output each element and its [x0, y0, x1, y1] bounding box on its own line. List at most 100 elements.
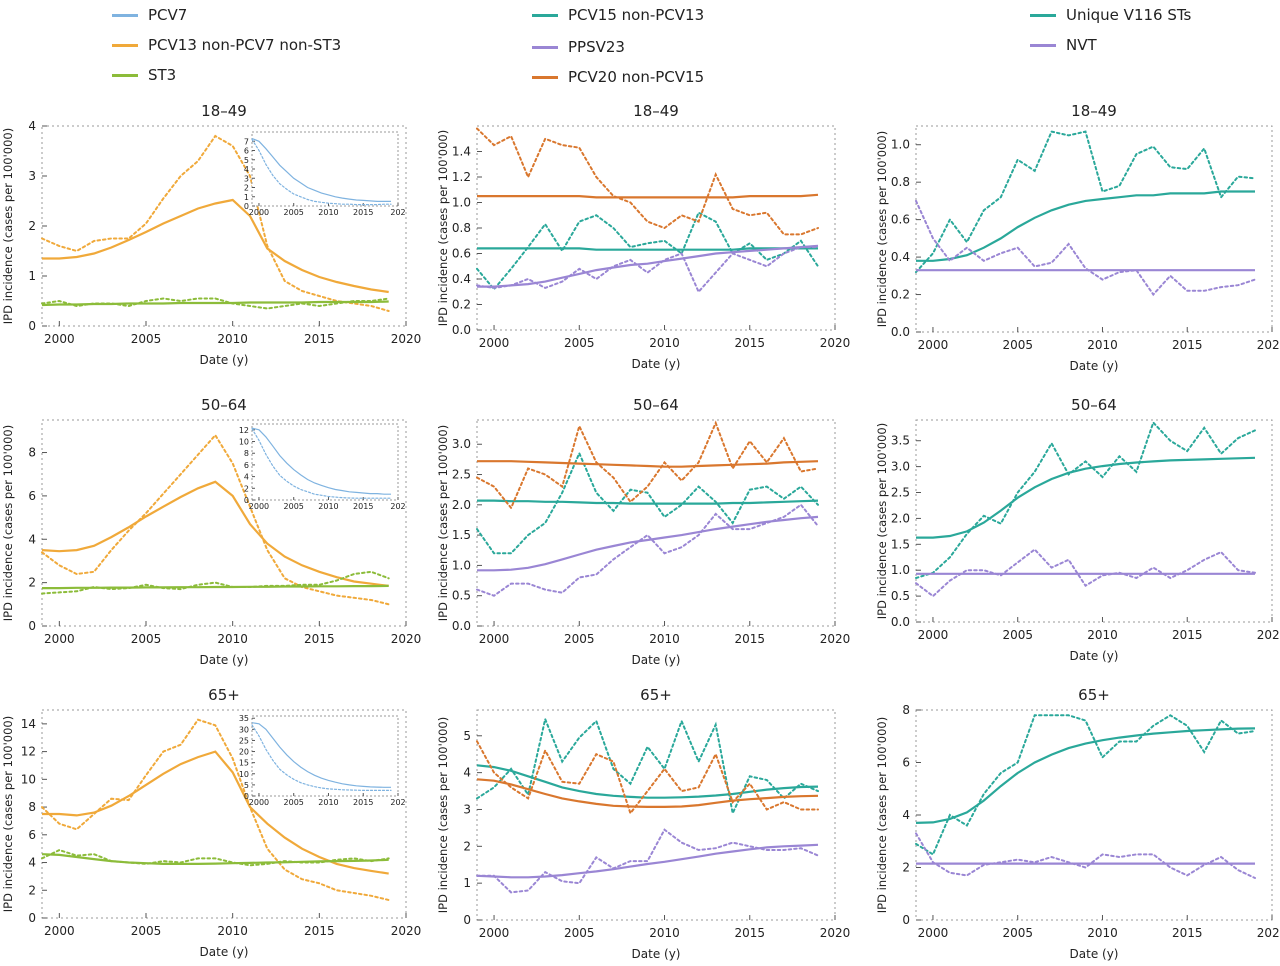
chart-title: 50–64	[1071, 396, 1117, 414]
y-tick-label: 6	[28, 489, 36, 503]
x-tick-label: 202	[390, 208, 405, 217]
legend-label: PCV13 non-PCV7 non-ST3	[148, 36, 342, 54]
y-tick-label: 2	[244, 184, 249, 193]
y-tick-label: 0	[28, 911, 36, 925]
y-tick-label: 4	[244, 165, 249, 174]
x-tick-label: 2010	[217, 924, 248, 938]
legend-item-pcv7: PCV7	[112, 6, 187, 24]
observed-line	[476, 740, 819, 816]
y-tick-label: 5	[244, 156, 249, 165]
x-tick-label: 2015	[353, 502, 373, 511]
x-tick-label: 2000	[44, 924, 75, 938]
x-tick-label: 2005	[1002, 338, 1033, 352]
y-tick-label: 0	[244, 496, 249, 505]
x-tick-label: 2015	[304, 924, 335, 938]
y-axis-label: IPD incidence (cases per 100'000)	[875, 131, 889, 327]
x-tick-label: 2010	[318, 208, 338, 217]
x-tick-label: 2005	[284, 502, 304, 511]
series-pcv7	[251, 137, 392, 206]
x-tick-label: 2000	[44, 332, 75, 346]
y-tick-label: 8	[244, 449, 249, 458]
x-tick-label: 2010	[1087, 926, 1118, 940]
observed-line	[915, 130, 1256, 274]
y-tick-label: 3	[244, 174, 249, 183]
series-st3	[41, 570, 390, 595]
x-tick-label: 202	[390, 502, 405, 511]
y-tick-label: 0.8	[891, 175, 910, 189]
y-tick-label: 6	[902, 756, 910, 770]
x-tick-label: 2015	[353, 798, 373, 807]
chart-panel: 65+ 2000 2005 2010 2015 2020 0 2 4 6 8 Date (y) IPD …	[875, 686, 1280, 961]
y-tick-label: 0.4	[891, 250, 910, 264]
x-axis-label: Date (y)	[632, 947, 681, 961]
legend-item-pcv15: PCV15 non-PCV13	[532, 6, 704, 24]
y-axis-label: IPD incidence (cases per 100'000)	[436, 717, 450, 913]
plot-frame	[476, 709, 836, 921]
x-axis-label: Date (y)	[200, 945, 249, 959]
series-pcv20-non-pcv15	[476, 740, 819, 816]
x-tick-label: 2005	[131, 632, 162, 646]
series-nvt	[915, 199, 1256, 297]
model-line	[476, 764, 819, 799]
y-tick-label: 10	[21, 772, 36, 786]
x-axis-label: Date (y)	[1070, 359, 1119, 373]
y-tick-label: 2.0	[891, 511, 910, 525]
y-tick-label: 6	[244, 147, 249, 156]
observed-line	[41, 849, 390, 867]
observed-line	[41, 297, 390, 310]
model-line	[41, 300, 389, 307]
x-tick-label: 2005	[1002, 926, 1033, 940]
x-tick-label: 2000	[918, 926, 949, 940]
observed-line	[251, 428, 392, 499]
x-tick-label: 2020	[1257, 338, 1280, 352]
plot-frame	[915, 419, 1273, 623]
y-tick-label: 0.6	[452, 247, 471, 261]
y-tick-label: 2	[28, 219, 36, 233]
series-pcv20-non-pcv15	[476, 127, 819, 236]
plot-frame	[915, 709, 1273, 921]
legend-swatch	[112, 43, 138, 47]
y-tick-label: 2	[28, 883, 36, 897]
x-axis-label: Date (y)	[1070, 947, 1119, 961]
x-axis-label: Date (y)	[1070, 649, 1119, 663]
chart-title: 18–49	[201, 102, 247, 120]
y-tick-label: 0.2	[891, 288, 910, 302]
observed-line	[41, 718, 390, 901]
y-tick-label: 12	[21, 745, 36, 759]
y-tick-label: 15	[239, 759, 249, 768]
observed-line	[476, 715, 819, 817]
chart-panel: 50–64 2000 2005 2010 2015 2020 0.0 0.5 1.0 1.5 2.0…	[436, 396, 850, 667]
legend-item-unique-v116: Unique V116 STs	[1030, 6, 1191, 24]
y-tick-label: 0.8	[452, 221, 471, 235]
y-tick-label: 3.0	[452, 437, 471, 451]
x-tick-label: 2020	[391, 924, 422, 938]
model-line	[476, 778, 819, 808]
series-ppsv23	[476, 244, 819, 294]
chart-panel: 65+ 2000 2005 2010 2015 2020 0 1 2 3 4 5 Date (y) IPD…	[436, 686, 850, 961]
y-tick-label: 4	[902, 808, 910, 822]
legend-item-nvt: NVT	[1030, 36, 1097, 54]
y-tick-label: 2	[902, 861, 910, 875]
observed-line	[251, 724, 392, 791]
legend-item-ppsv23: PPSV23	[532, 38, 625, 56]
legend-label: PCV15 non-PCV13	[568, 6, 705, 24]
x-tick-label: 2000	[249, 798, 269, 807]
y-axis-label: IPD incidence (cases per 100'000)	[1, 128, 15, 324]
x-tick-label: 2010	[1087, 338, 1118, 352]
chart-panel: 18–49 2000 2005 2010 2015 2020 0.0 0.2 0.4 0.6 0.8…	[436, 102, 850, 371]
x-tick-label: 2010	[217, 332, 248, 346]
y-tick-label: 0.0	[891, 325, 910, 339]
y-tick-label: 8	[902, 703, 910, 717]
y-tick-label: 35	[239, 714, 249, 723]
legend-label: PCV7	[148, 6, 188, 24]
y-axis-label: IPD incidence (cases per 100'000)	[875, 717, 889, 913]
y-tick-label: 1.0	[891, 563, 910, 577]
x-tick-label: 2015	[1172, 628, 1203, 642]
y-tick-label: 0	[902, 913, 910, 927]
observed-line	[251, 138, 392, 206]
legend-label: PCV20 non-PCV15	[568, 68, 705, 86]
